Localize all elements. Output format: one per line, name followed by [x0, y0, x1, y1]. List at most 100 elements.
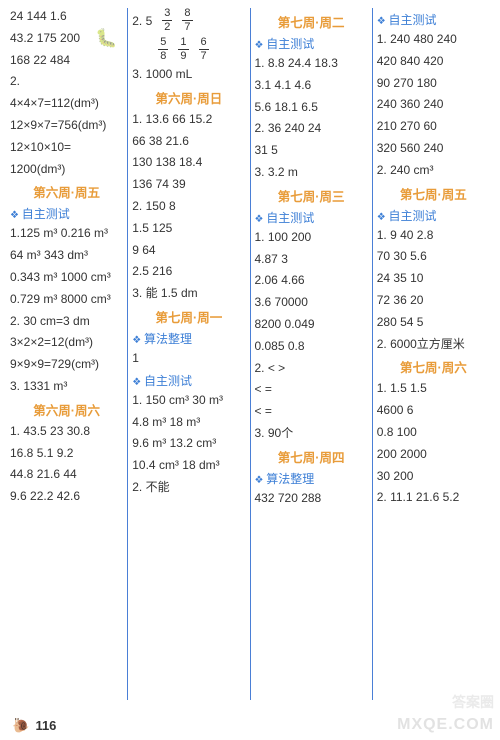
week-heading: 第七周·周三 [255, 186, 368, 205]
text-line: 2. 6000立方厘米 [377, 336, 490, 353]
text-line: 2. 150 8 [132, 198, 245, 215]
text-line: 1. 150 cm³ 30 m³ [132, 392, 245, 409]
text-line: 1.125 m³ 0.216 m³ [10, 225, 123, 242]
watermark-text: 答案圈 [452, 692, 494, 712]
text-line: 4.8 m³ 18 m³ [132, 414, 245, 431]
watermark-bug-icon: 🐛 [95, 28, 117, 49]
text-line: 2. 240 cm³ [377, 162, 490, 179]
sub-heading: 自主测试 [255, 209, 368, 226]
text-line: 3.6 70000 [255, 294, 368, 311]
text-line: 90 270 180 [377, 75, 490, 92]
text-line: 280 54 5 [377, 314, 490, 331]
text-line: 2. 30 cm=3 dm [10, 313, 123, 330]
text-line: 9.6 m³ 13.2 cm³ [132, 435, 245, 452]
text-line: 4×4×7=112(dm³) [10, 95, 123, 112]
text-line: 1. 1.5 1.5 [377, 380, 490, 397]
page-number: 116 [35, 718, 56, 733]
text-line: 1.5 125 [132, 220, 245, 237]
week-heading: 第七周·周四 [255, 447, 368, 466]
text-line: 30 200 [377, 468, 490, 485]
text-line: 16.8 5.1 9.2 [10, 445, 123, 462]
text-line: 1. 43.5 23 30.8 [10, 423, 123, 440]
text-line: 3×2×2=12(dm³) [10, 334, 123, 351]
fraction: 19 [178, 37, 188, 62]
text-line: 1. 100 200 [255, 229, 368, 246]
text-line: 432 720 288 [255, 490, 368, 507]
text-line: 1. 9 40 2.8 [377, 227, 490, 244]
week-heading: 第七周·周六 [377, 357, 490, 376]
week-heading: 第七周·周一 [132, 307, 245, 326]
text-line: 1. 13.6 66 15.2 [132, 111, 245, 128]
text-line: 130 138 18.4 [132, 154, 245, 171]
text-line: 3. 3.2 m [255, 164, 368, 181]
page-footer: 🐌 116 [12, 717, 56, 734]
text-line: 9 64 [132, 242, 245, 259]
text-line: 9×9×9=729(cm³) [10, 356, 123, 373]
text-line: 0.729 m³ 8000 cm³ [10, 291, 123, 308]
week-heading: 第七周·周五 [377, 184, 490, 203]
text-line: 3. 1000 mL [132, 66, 245, 83]
text-line: 1. 240 480 240 [377, 31, 490, 48]
watermark-text: MXQE.COM [397, 716, 494, 734]
text-line: 0.085 0.8 [255, 338, 368, 355]
text-line: 2. [10, 73, 123, 90]
text-lead: 2. 5 [132, 14, 152, 28]
text-line: 3.1 4.1 4.6 [255, 77, 368, 94]
text-line: 2. 36 240 24 [255, 120, 368, 137]
text-line: 64 m³ 343 dm³ [10, 247, 123, 264]
text-line: 5.6 18.1 6.5 [255, 99, 368, 116]
text-line: 200 2000 [377, 446, 490, 463]
sub-heading: 自主测试 [377, 11, 490, 28]
text-line: 0.8 100 [377, 424, 490, 441]
fraction-row: 2. 5 32 87 [132, 8, 245, 33]
fraction-row: 58 19 67 [132, 37, 245, 62]
column-2: 2. 5 32 87 58 19 67 3. 1000 mL 第六周·周日 1.… [128, 8, 249, 700]
sub-heading: 自主测试 [132, 372, 245, 389]
text-line: 2.06 4.66 [255, 272, 368, 289]
sub-heading: 自主测试 [377, 207, 490, 224]
week-heading: 第六周·周日 [132, 88, 245, 107]
column-1: 24 144 1.6 43.2 175 200 168 22 484 2. 4×… [6, 8, 127, 700]
text-line: 2. 11.1 21.6 5.2 [377, 489, 490, 506]
week-heading: 第六周·周六 [10, 400, 123, 419]
text-line: 8200 0.049 [255, 316, 368, 333]
text-line: 240 360 240 [377, 96, 490, 113]
text-line: 320 560 240 [377, 140, 490, 157]
text-line: 420 840 420 [377, 53, 490, 70]
text-line: 2.5 216 [132, 263, 245, 280]
text-line: 3. 1331 m³ [10, 378, 123, 395]
text-line: 72 36 20 [377, 292, 490, 309]
text-line: 4.87 3 [255, 251, 368, 268]
fraction: 87 [182, 8, 192, 33]
text-line: 136 74 39 [132, 176, 245, 193]
text-line: 3. 90个 [255, 425, 368, 442]
page-content: 24 144 1.6 43.2 175 200 168 22 484 2. 4×… [0, 0, 500, 700]
week-heading: 第六周·周五 [10, 182, 123, 201]
sub-heading: 算法整理 [132, 330, 245, 347]
sub-heading: 自主测试 [255, 35, 368, 52]
text-line: 0.343 m³ 1000 cm³ [10, 269, 123, 286]
text-line: 66 38 21.6 [132, 133, 245, 150]
sub-heading: 算法整理 [255, 470, 368, 487]
fraction: 32 [162, 8, 172, 33]
text-line: < = [255, 403, 368, 420]
fraction: 67 [199, 37, 209, 62]
text-line: 1200(dm³) [10, 161, 123, 178]
text-line: 1 [132, 350, 245, 367]
text-line: 3. 能 1.5 dm [132, 285, 245, 302]
text-line: 31 5 [255, 142, 368, 159]
text-line: 12×10×10= [10, 139, 123, 156]
text-line: 4600 6 [377, 402, 490, 419]
column-4: 自主测试 1. 240 480 240 420 840 420 90 270 1… [373, 8, 494, 700]
text-line: 12×9×7=756(dm³) [10, 117, 123, 134]
text-line: 24 144 1.6 [10, 8, 123, 25]
text-line: 2. < > [255, 360, 368, 377]
text-line: 9.6 22.2 42.6 [10, 488, 123, 505]
week-heading: 第七周·周二 [255, 12, 368, 31]
sub-heading: 自主测试 [10, 205, 123, 222]
text-line: 1. 8.8 24.4 18.3 [255, 55, 368, 72]
text-line: 70 30 5.6 [377, 248, 490, 265]
column-3: 第七周·周二 自主测试 1. 8.8 24.4 18.3 3.1 4.1 4.6… [251, 8, 372, 700]
fraction: 58 [158, 37, 168, 62]
text-line: 10.4 cm³ 18 dm³ [132, 457, 245, 474]
